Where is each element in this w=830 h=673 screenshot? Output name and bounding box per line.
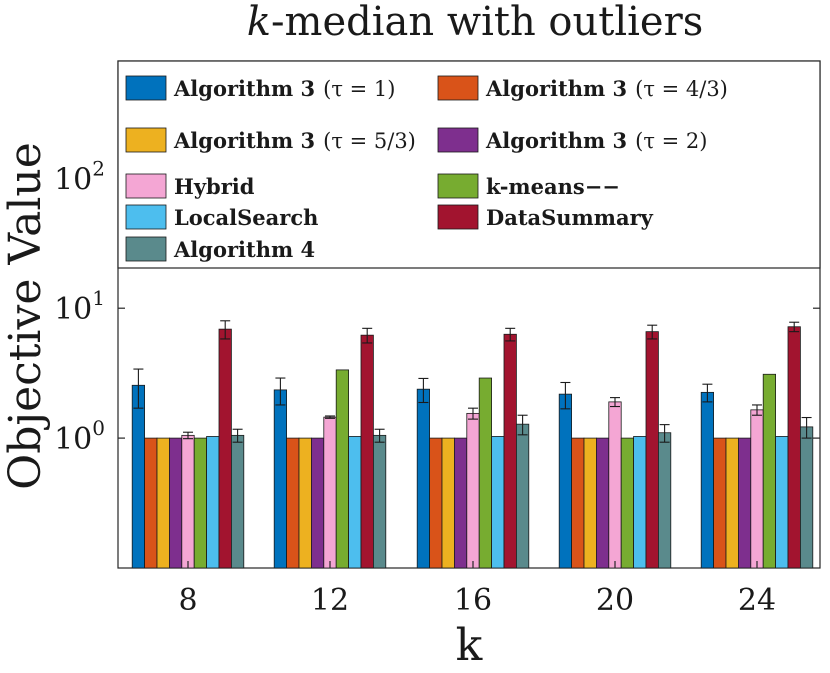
x-tick-label-0: 8 — [178, 583, 197, 618]
bar-s7-c4 — [787, 326, 801, 569]
bar-s3-c3 — [596, 437, 610, 569]
chart-title-italic: k — [247, 0, 271, 45]
bar-s3-c0 — [168, 437, 183, 569]
bar-s8-c3 — [658, 432, 672, 569]
bar-s2-c1 — [298, 437, 312, 569]
legend-label-5: k-means−− — [486, 174, 620, 199]
bar-s6-c1 — [348, 436, 362, 569]
y-tick-label-2: 102 — [54, 156, 105, 197]
bar-s4-c1 — [323, 416, 337, 569]
bar-s6-c3 — [633, 436, 647, 569]
bar-s2-c4 — [725, 437, 739, 569]
legend-swatch-3 — [437, 127, 479, 153]
bar-s0-c3 — [558, 393, 573, 569]
bar-s6-c4 — [775, 436, 789, 569]
legend-swatch-7 — [437, 204, 479, 230]
bar-s5-c0 — [193, 437, 207, 569]
legend-label-4: Hybrid — [174, 174, 255, 199]
legend-swatch-1 — [437, 75, 479, 101]
legend-swatch-2 — [125, 127, 167, 153]
legend-label-0: Algorithm 3 (τ = 1) — [173, 76, 395, 101]
legend-swatch-0 — [125, 75, 167, 101]
legend-swatch-6 — [125, 204, 167, 230]
bar-s4-c3 — [608, 401, 622, 569]
x-tick-label-4: 24 — [738, 583, 776, 618]
bar-s7-c0 — [218, 328, 232, 569]
x-tick-label-1: 12 — [311, 583, 349, 618]
y-tick-label-0: 100 — [54, 416, 105, 457]
y-axis-label: Objective Value — [0, 142, 51, 490]
bar-s1-c2 — [429, 437, 443, 569]
legend-swatch-5 — [437, 173, 479, 199]
bar-s7-c2 — [503, 333, 517, 569]
legend-label-3: Algorithm 3 (τ = 2) — [485, 128, 707, 153]
bar-s0-c2 — [416, 388, 431, 569]
x-axis-label: k — [456, 620, 483, 671]
legend-label-2: Algorithm 3 (τ = 5/3) — [173, 128, 416, 153]
bar-s5-c1 — [335, 369, 350, 569]
y-axis-ticks: 100 101 102 — [54, 156, 820, 457]
bar-s5-c2 — [478, 377, 493, 569]
bar-s8-c1 — [372, 434, 387, 569]
bar-s5-c4 — [762, 373, 777, 569]
bar-s4-c4 — [750, 409, 764, 569]
bar-s2-c2 — [441, 437, 455, 569]
bar-s2-c3 — [583, 437, 597, 569]
bar-s3-c1 — [310, 437, 325, 569]
bar-s8-c2 — [516, 423, 530, 569]
bar-s0-c1 — [273, 389, 288, 569]
bar-s8-c0 — [230, 434, 245, 569]
bar-s2-c0 — [156, 437, 170, 569]
bar-s7-c1 — [360, 334, 374, 569]
bar-s3-c2 — [453, 437, 468, 569]
bar-series — [131, 320, 814, 569]
bar-s4-c2 — [466, 412, 480, 569]
legend-label-6: LocalSearch — [174, 205, 318, 230]
bar-s6-c0 — [206, 436, 220, 569]
chart-title: k-median with outliers — [247, 0, 704, 45]
legend-label-1: Algorithm 3 (τ = 4/3) — [485, 76, 728, 101]
bar-s5-c3 — [620, 437, 635, 569]
legend: Algorithm 3 (τ = 1) Algorithm 3 (τ = 4/3) Al… — [125, 75, 728, 262]
bar-s8-c4 — [800, 426, 814, 569]
x-axis-ticks: 8 12 16 20 24 — [178, 561, 776, 618]
bar-s3-c4 — [738, 437, 752, 569]
legend-label-7: DataSummary — [486, 205, 654, 230]
legend-swatch-8 — [125, 236, 167, 262]
bar-s1-c1 — [286, 437, 300, 569]
bar-s0-c0 — [131, 384, 145, 569]
x-tick-label-2: 16 — [454, 583, 492, 618]
x-tick-label-3: 20 — [596, 583, 634, 618]
bar-s0-c4 — [700, 391, 715, 569]
legend-swatch-4 — [125, 173, 167, 199]
bar-s1-c3 — [571, 437, 585, 569]
chart-title-rest: -median with outliers — [271, 0, 703, 45]
bar-s1-c0 — [144, 437, 158, 569]
bar-s6-c2 — [491, 436, 505, 569]
bar-s4-c0 — [181, 434, 195, 569]
legend-label-8: Algorithm 4 — [173, 237, 315, 262]
y-tick-label-1: 101 — [54, 286, 105, 327]
bar-s7-c3 — [645, 331, 659, 569]
bar-s1-c4 — [713, 437, 727, 569]
